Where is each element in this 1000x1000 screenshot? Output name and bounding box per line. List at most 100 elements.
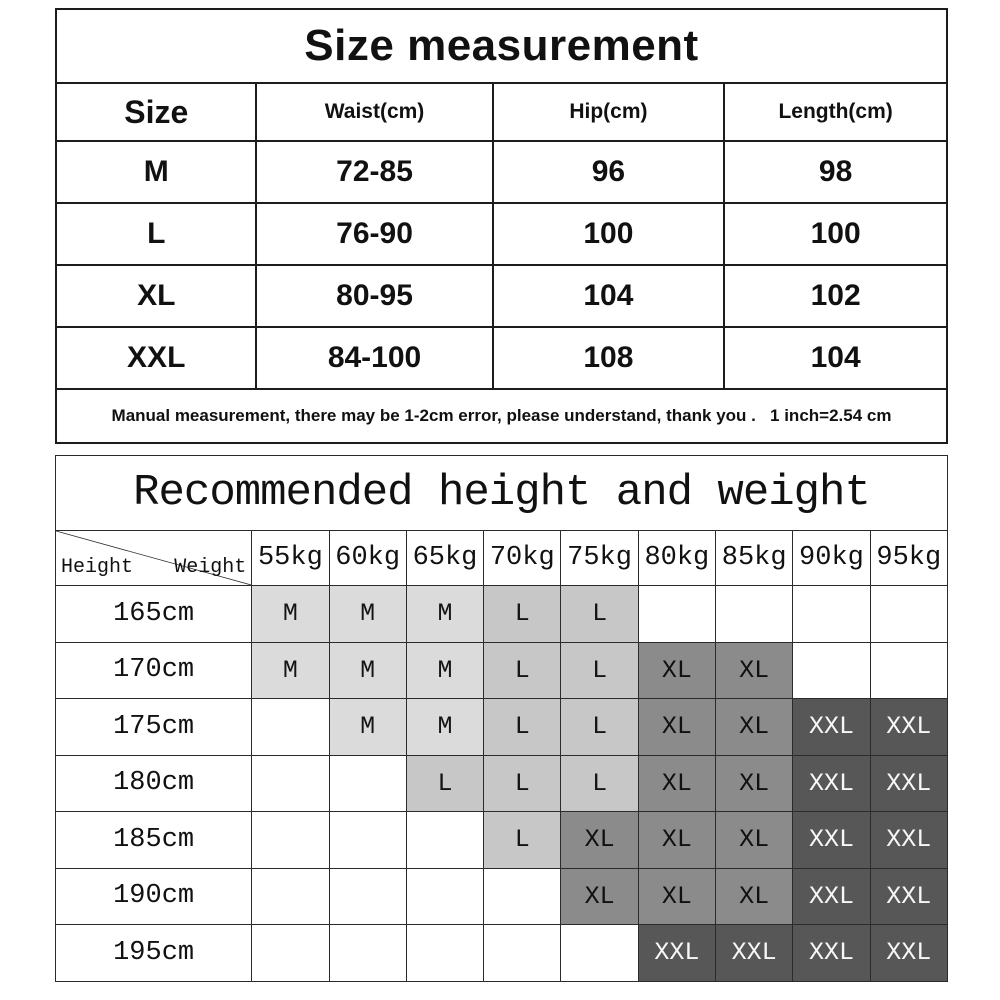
corner-label-weight: Weight bbox=[174, 556, 247, 579]
size-recommendation-cell: XXL bbox=[869, 924, 949, 982]
empty-cell bbox=[251, 698, 330, 756]
size-recommendation-cell: L bbox=[560, 754, 639, 812]
size-recommendation-cell: M bbox=[405, 641, 485, 699]
size-recommendation-cell: L bbox=[483, 698, 562, 756]
size-table-note-row: Manual measurement, there may be 1-2cm e… bbox=[55, 388, 948, 444]
waist-cell: 72-85 bbox=[255, 140, 494, 204]
corner-height-weight-cell: Height Weight bbox=[54, 530, 253, 586]
size-recommendation-cell: XL bbox=[715, 811, 794, 869]
empty-cell bbox=[251, 754, 330, 812]
empty-cell bbox=[483, 867, 562, 925]
recommend-table-row: 170cm M M M L L XL XL bbox=[54, 641, 949, 699]
empty-cell bbox=[328, 811, 407, 869]
size-recommendation-cell: L bbox=[483, 641, 562, 699]
corner-label-height: Height bbox=[61, 556, 134, 579]
size-recommendation-cell: XL bbox=[560, 811, 639, 869]
weight-column-header: 85kg bbox=[715, 530, 794, 586]
recommend-table-row: 190cm XL XL XL XXL XXL bbox=[54, 867, 949, 925]
size-table-row: L 76-90 100 100 bbox=[54, 202, 948, 266]
size-recommendation-cell: XL bbox=[715, 754, 794, 812]
size-recommendation-cell: M bbox=[328, 641, 407, 699]
size-recommendation-cell: XXL bbox=[869, 867, 949, 925]
size-recommendation-cell: XL bbox=[637, 811, 717, 869]
empty-cell bbox=[405, 867, 485, 925]
weight-column-header: 60kg bbox=[328, 530, 407, 586]
weight-column-header: 95kg bbox=[869, 530, 949, 586]
size-cell: M bbox=[54, 140, 258, 204]
size-recommendation-cell: M bbox=[328, 585, 407, 643]
weight-column-header: 90kg bbox=[792, 530, 871, 586]
size-table-row: XXL 84-100 108 104 bbox=[54, 326, 948, 390]
size-recommendation-cell: XXL bbox=[715, 924, 794, 982]
empty-cell bbox=[715, 585, 794, 643]
length-cell: 100 bbox=[723, 202, 948, 266]
size-recommendation-cell: XL bbox=[715, 867, 794, 925]
recommend-table-title: Recommended height and weight bbox=[55, 455, 948, 531]
recommend-table-row: 180cm L L L XL XL XXL XXL bbox=[54, 754, 949, 812]
empty-cell bbox=[251, 867, 330, 925]
size-measurement-table: Size measurement Size Waist(cm) Hip(cm) … bbox=[54, 8, 948, 444]
empty-cell bbox=[869, 585, 949, 643]
empty-cell bbox=[405, 811, 485, 869]
empty-cell bbox=[328, 754, 407, 812]
waist-cell: 80-95 bbox=[255, 264, 494, 328]
size-table-header-row: Size Waist(cm) Hip(cm) Length(cm) bbox=[54, 82, 948, 142]
recommend-table-row: 185cm L XL XL XL XXL XXL bbox=[54, 811, 949, 869]
recommend-table-row: 175cm M M L L XL XL XXL XXL bbox=[54, 698, 949, 756]
height-row-label: 175cm bbox=[54, 698, 253, 756]
empty-cell bbox=[405, 924, 485, 982]
weight-column-header: 55kg bbox=[251, 530, 330, 586]
column-header-size: Size bbox=[54, 82, 258, 142]
height-row-label: 195cm bbox=[54, 924, 253, 982]
weight-column-header: 65kg bbox=[405, 530, 485, 586]
length-cell: 104 bbox=[723, 326, 948, 390]
size-recommendation-cell: L bbox=[560, 585, 639, 643]
diagonal-line bbox=[56, 531, 251, 585]
height-row-label: 185cm bbox=[54, 811, 253, 869]
size-recommendation-cell: XXL bbox=[792, 924, 871, 982]
height-row-label: 165cm bbox=[54, 585, 253, 643]
size-recommendation-cell: L bbox=[560, 698, 639, 756]
size-recommendation-cell: L bbox=[483, 754, 562, 812]
size-recommendation-cell: M bbox=[251, 641, 330, 699]
recommend-table-header-row: Height Weight 55kg 60kg 65kg 70kg 75kg 8… bbox=[54, 530, 949, 586]
size-table-title-row: Size measurement bbox=[55, 8, 948, 84]
height-row-label: 190cm bbox=[54, 867, 253, 925]
weight-column-header: 75kg bbox=[560, 530, 639, 586]
recommend-table-body: 165cm M M M L L 170cm M M M L L XL XL 175cm M M L L XL XL XXL… bbox=[54, 585, 949, 982]
size-recommendation-cell: M bbox=[405, 698, 485, 756]
height-row-label: 180cm bbox=[54, 754, 253, 812]
size-recommendation-cell: L bbox=[483, 585, 562, 643]
size-table-title: Size measurement bbox=[55, 8, 948, 84]
size-recommendation-cell: M bbox=[405, 585, 485, 643]
size-recommendation-cell: XXL bbox=[792, 754, 871, 812]
size-table-row: M 72-85 96 98 bbox=[54, 140, 948, 204]
size-table-note: Manual measurement, there may be 1-2cm e… bbox=[55, 388, 948, 444]
size-cell: XXL bbox=[54, 326, 258, 390]
empty-cell bbox=[328, 924, 407, 982]
size-cell: XL bbox=[54, 264, 258, 328]
column-header-length: Length(cm) bbox=[723, 82, 948, 142]
column-header-hip: Hip(cm) bbox=[491, 82, 726, 142]
column-header-waist: Waist(cm) bbox=[255, 82, 494, 142]
empty-cell bbox=[560, 924, 639, 982]
empty-cell bbox=[483, 924, 562, 982]
weight-column-header: 80kg bbox=[637, 530, 717, 586]
size-recommendation-cell: XXL bbox=[792, 811, 871, 869]
empty-cell bbox=[328, 867, 407, 925]
size-recommendation-cell: XL bbox=[715, 641, 794, 699]
size-recommendation-cell: XL bbox=[715, 698, 794, 756]
empty-cell bbox=[637, 585, 717, 643]
empty-cell bbox=[792, 585, 871, 643]
size-recommendation-cell: XL bbox=[637, 867, 717, 925]
hip-cell: 108 bbox=[491, 326, 726, 390]
size-recommendation-cell: M bbox=[251, 585, 330, 643]
size-table-body: M 72-85 96 98 L 76-90 100 100 XL 80-95 104 102 XXL 84… bbox=[54, 140, 948, 390]
size-recommendation-cell: XXL bbox=[869, 811, 949, 869]
waist-cell: 84-100 bbox=[255, 326, 494, 390]
size-recommendation-cell: L bbox=[560, 641, 639, 699]
size-recommendation-cell: XL bbox=[560, 867, 639, 925]
size-table-row: XL 80-95 104 102 bbox=[54, 264, 948, 328]
recommended-height-weight-table: Recommended height and weight Height Wei… bbox=[54, 455, 949, 982]
table-gap bbox=[55, 444, 948, 455]
